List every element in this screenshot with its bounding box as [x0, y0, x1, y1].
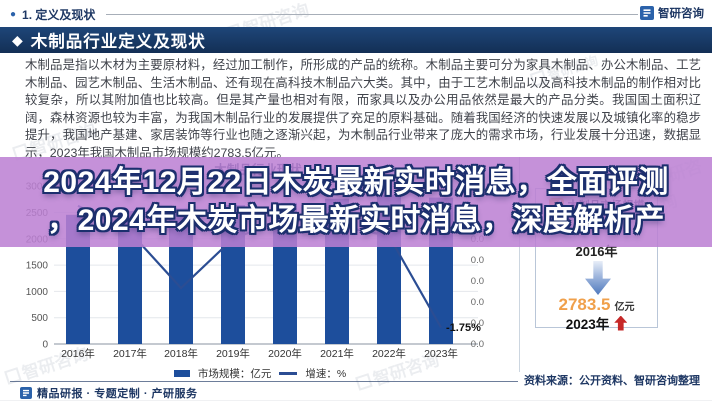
card-value-row: 2783.5 亿元	[536, 295, 657, 315]
section-kicker: ● 1. 定义及现状	[10, 6, 95, 23]
svg-text:2018年: 2018年	[164, 347, 198, 360]
footer-rule	[10, 381, 518, 382]
svg-text:2020年: 2020年	[268, 347, 302, 360]
section-kicker-label: 1. 定义及现状	[22, 8, 96, 22]
bullet-icon: ●	[10, 8, 17, 20]
brand-logo: 智研咨询	[640, 5, 704, 21]
svg-text:2022年: 2022年	[372, 347, 406, 360]
arrow-up-icon	[614, 315, 628, 331]
bar-legend-label: 市场规模：亿元	[197, 368, 272, 380]
card-start-year: 2016年	[575, 244, 618, 259]
arrow-down-icon	[585, 261, 611, 295]
industry-definition-paragraph: 木制品是指以木材为主要原材料，经过加工制作，所形成的产品的统称。木制品主要可分为…	[25, 58, 701, 160]
line-legend-label: 增速：%	[305, 368, 347, 380]
svg-text:2021年: 2021年	[320, 347, 354, 360]
caption-line-2: ，2024年木炭市场最新实时消息，深度解析产	[47, 204, 665, 237]
data-source-note: 资料来源：公开资料、智研咨询整理	[524, 375, 700, 387]
svg-text:2016年: 2016年	[61, 347, 95, 360]
svg-text:0.0: 0.0	[471, 297, 484, 308]
svg-text:500: 500	[31, 313, 48, 324]
svg-text:2017年: 2017年	[113, 347, 147, 360]
zhiyan-logo-icon	[20, 387, 32, 399]
svg-text:1500: 1500	[26, 261, 49, 272]
svg-text:-1.75%: -1.75%	[446, 322, 481, 334]
diamond-icon: ◆	[12, 32, 23, 48]
svg-text:2023年: 2023年	[424, 347, 458, 360]
header-rule	[106, 14, 638, 15]
market-size-value: 2783.5	[558, 295, 611, 314]
svg-text:0.0: 0.0	[471, 318, 484, 329]
svg-text:0.0: 0.0	[471, 255, 484, 266]
panel-divider	[519, 157, 520, 372]
line-legend-swatch	[279, 372, 298, 375]
section-title: 木制品行业定义及现状	[30, 33, 206, 51]
footer-tagline-text: 精品研报 · 专题定制 · 产研服务	[37, 388, 198, 400]
brand-name: 智研咨询	[658, 8, 704, 20]
svg-text:0.0: 0.0	[471, 339, 484, 350]
zhiyan-logo-icon	[640, 6, 654, 20]
card-end-year: 2023年	[565, 317, 610, 332]
caption-line-1: 2024年12月22日木炭最新实时消息，全面评测	[43, 166, 669, 199]
bar-legend-swatch	[173, 370, 190, 377]
caption-overlay: 2024年12月22日木炭最新实时消息，全面评测 ，2024年木炭市场最新实时消…	[0, 157, 712, 247]
svg-text:0: 0	[42, 340, 48, 351]
svg-text:1000: 1000	[26, 287, 49, 298]
footer-tagline: 精品研报 · 专题定制 · 产研服务	[20, 385, 198, 401]
svg-text:0.0: 0.0	[471, 276, 484, 287]
section-banner: ◆ 木制品行业定义及现状	[0, 27, 712, 53]
card-end-year-row: 2023年	[536, 313, 657, 333]
market-size-unit: 亿元	[614, 302, 635, 313]
svg-text:2019年: 2019年	[216, 347, 250, 360]
chart-legend: 市场规模：亿元 增速：%	[40, 366, 480, 381]
